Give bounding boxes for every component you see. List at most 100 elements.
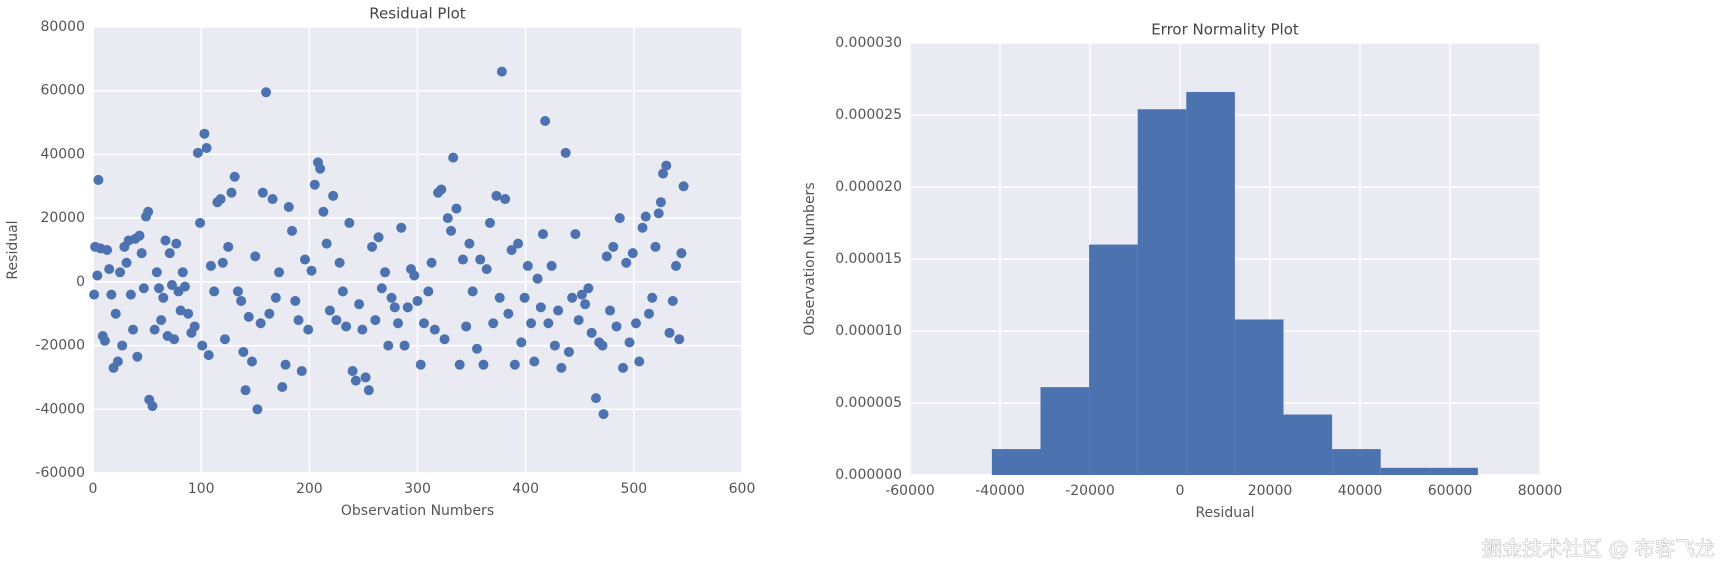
point: [136, 248, 147, 259]
point: [99, 335, 110, 346]
point: [264, 308, 275, 319]
point: [92, 270, 103, 281]
point: [250, 251, 261, 262]
y-tick-label: 0.000020: [835, 179, 902, 195]
point: [393, 318, 404, 329]
point: [532, 273, 543, 284]
point: [134, 230, 145, 241]
point: [409, 270, 420, 281]
point: [439, 334, 450, 345]
point: [177, 267, 188, 278]
point: [321, 238, 332, 249]
point: [277, 381, 288, 392]
point: [658, 168, 669, 179]
point: [217, 257, 228, 268]
point: [293, 315, 304, 326]
point: [367, 241, 378, 252]
point: [494, 292, 505, 303]
watermark: 掘金技术社区 @ 布客飞龙: [1482, 537, 1715, 561]
point: [563, 346, 574, 357]
y-tick-label: 0.000025: [835, 107, 902, 123]
point: [389, 302, 400, 313]
point: [519, 292, 530, 303]
point: [238, 346, 249, 357]
point: [226, 187, 237, 198]
point: [315, 163, 326, 174]
y-tick-label: 20000: [40, 210, 85, 226]
point: [402, 302, 413, 313]
point: [158, 292, 169, 303]
point: [280, 359, 291, 370]
point: [274, 267, 285, 278]
point: [303, 324, 314, 335]
point: [121, 257, 132, 268]
point: [549, 340, 560, 351]
point: [597, 340, 608, 351]
point: [354, 299, 365, 310]
x-tick-label: 40000: [1338, 483, 1383, 499]
point: [255, 318, 266, 329]
point: [556, 362, 567, 373]
bar: [1137, 109, 1187, 476]
point: [296, 366, 307, 377]
point: [110, 308, 121, 319]
point: [287, 225, 298, 236]
point: [535, 302, 546, 313]
bar: [1186, 91, 1235, 476]
x-tick-label: 200: [296, 481, 323, 497]
point: [229, 171, 240, 182]
point: [117, 340, 128, 351]
point: [115, 267, 126, 278]
point: [350, 375, 361, 386]
point: [267, 194, 278, 205]
point: [179, 281, 190, 292]
point: [567, 292, 578, 303]
point: [370, 315, 381, 326]
point: [183, 308, 194, 319]
point: [611, 321, 622, 332]
point: [112, 356, 123, 367]
point: [513, 238, 524, 249]
point: [471, 343, 482, 354]
point: [363, 385, 374, 396]
point: [674, 334, 685, 345]
point: [671, 260, 682, 271]
point: [467, 286, 478, 297]
point: [647, 292, 658, 303]
x-tick-label: 20000: [1248, 483, 1293, 499]
x-tick-label: 80000: [1518, 483, 1563, 499]
point: [529, 356, 540, 367]
point: [426, 257, 437, 268]
point: [573, 315, 584, 326]
point: [360, 372, 371, 383]
y-axis-label: Residual: [5, 220, 21, 279]
point: [637, 222, 648, 233]
y-tick-label: 0.000015: [835, 251, 902, 267]
point: [215, 194, 226, 205]
point: [576, 289, 587, 300]
x-tick-label: 0: [1176, 483, 1185, 499]
point: [102, 245, 113, 255]
point: [328, 190, 339, 201]
y-axis-label: Observation Numbers: [802, 182, 818, 335]
point: [650, 241, 661, 252]
point: [376, 283, 387, 294]
bar: [1429, 467, 1478, 475]
point: [334, 257, 345, 268]
point: [423, 286, 434, 297]
x-axis-label: Residual: [1195, 505, 1254, 521]
point: [546, 260, 557, 271]
point: [347, 366, 358, 377]
point: [164, 248, 175, 259]
point: [104, 264, 115, 275]
point: [605, 305, 616, 316]
x-tick-label: 300: [404, 481, 431, 497]
point: [598, 409, 609, 420]
point: [201, 143, 212, 154]
point: [240, 385, 251, 396]
bar: [1089, 244, 1138, 475]
point: [156, 315, 167, 326]
point: [219, 334, 230, 345]
point: [247, 356, 258, 367]
point: [399, 340, 410, 351]
